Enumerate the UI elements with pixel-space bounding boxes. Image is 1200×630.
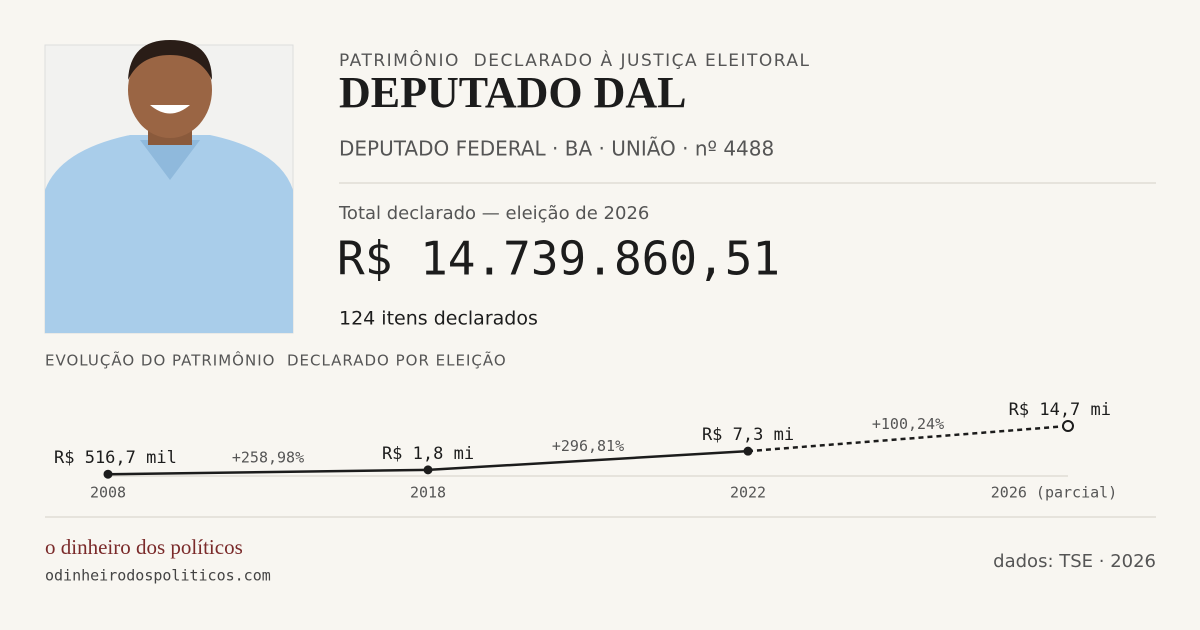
brand-url[interactable]: odinheirodospoliticos.com bbox=[45, 567, 271, 585]
value-label: R$ 14,7 mi bbox=[1009, 400, 1111, 420]
data-point bbox=[1062, 420, 1074, 432]
x-tick-label: 2026 (parcial) bbox=[991, 484, 1117, 502]
smile bbox=[150, 105, 190, 114]
data-point bbox=[103, 469, 113, 479]
collar bbox=[140, 140, 200, 180]
line-segment bbox=[427, 449, 749, 472]
data-point bbox=[423, 465, 433, 475]
shirt bbox=[45, 135, 293, 333]
items-count: 124 itens declarados bbox=[339, 308, 538, 330]
value-label: R$ 516,7 mil bbox=[54, 448, 177, 468]
value-label: R$ 1,8 mi bbox=[382, 444, 474, 464]
total-label: Total declarado — eleição de 2026 bbox=[338, 203, 649, 224]
source: dados: TSE · 2026 bbox=[993, 551, 1156, 572]
line-segment bbox=[107, 468, 429, 476]
hair bbox=[128, 40, 212, 80]
candidate-subtitle: DEPUTADO FEDERAL · BA · UNIÃO · nº 4488 bbox=[339, 137, 774, 161]
change-label: +258,98% bbox=[232, 449, 304, 467]
face bbox=[128, 42, 212, 138]
kicker: PATRIMÔNIO DECLARADO À JUSTIÇA ELEITORAL bbox=[339, 49, 811, 71]
change-label: +296,81% bbox=[552, 437, 624, 455]
photo bbox=[44, 40, 294, 334]
change-label: +100,24% bbox=[872, 415, 944, 433]
total-value: R$ 14.739.860,51 bbox=[337, 232, 780, 286]
x-tick-label: 2018 bbox=[410, 484, 446, 502]
x-tick-label: 2008 bbox=[90, 484, 126, 502]
chart-title: EVOLUÇÃO DO PATRIMÔNIO DECLARADO POR ELE… bbox=[45, 351, 507, 370]
value-label: R$ 7,3 mi bbox=[702, 425, 794, 445]
x-tick-label: 2022 bbox=[730, 484, 766, 502]
brand: o dinheiro dos políticos bbox=[45, 535, 243, 559]
candidate-name: DEPUTADO DAL bbox=[339, 68, 687, 117]
data-point bbox=[743, 446, 753, 456]
